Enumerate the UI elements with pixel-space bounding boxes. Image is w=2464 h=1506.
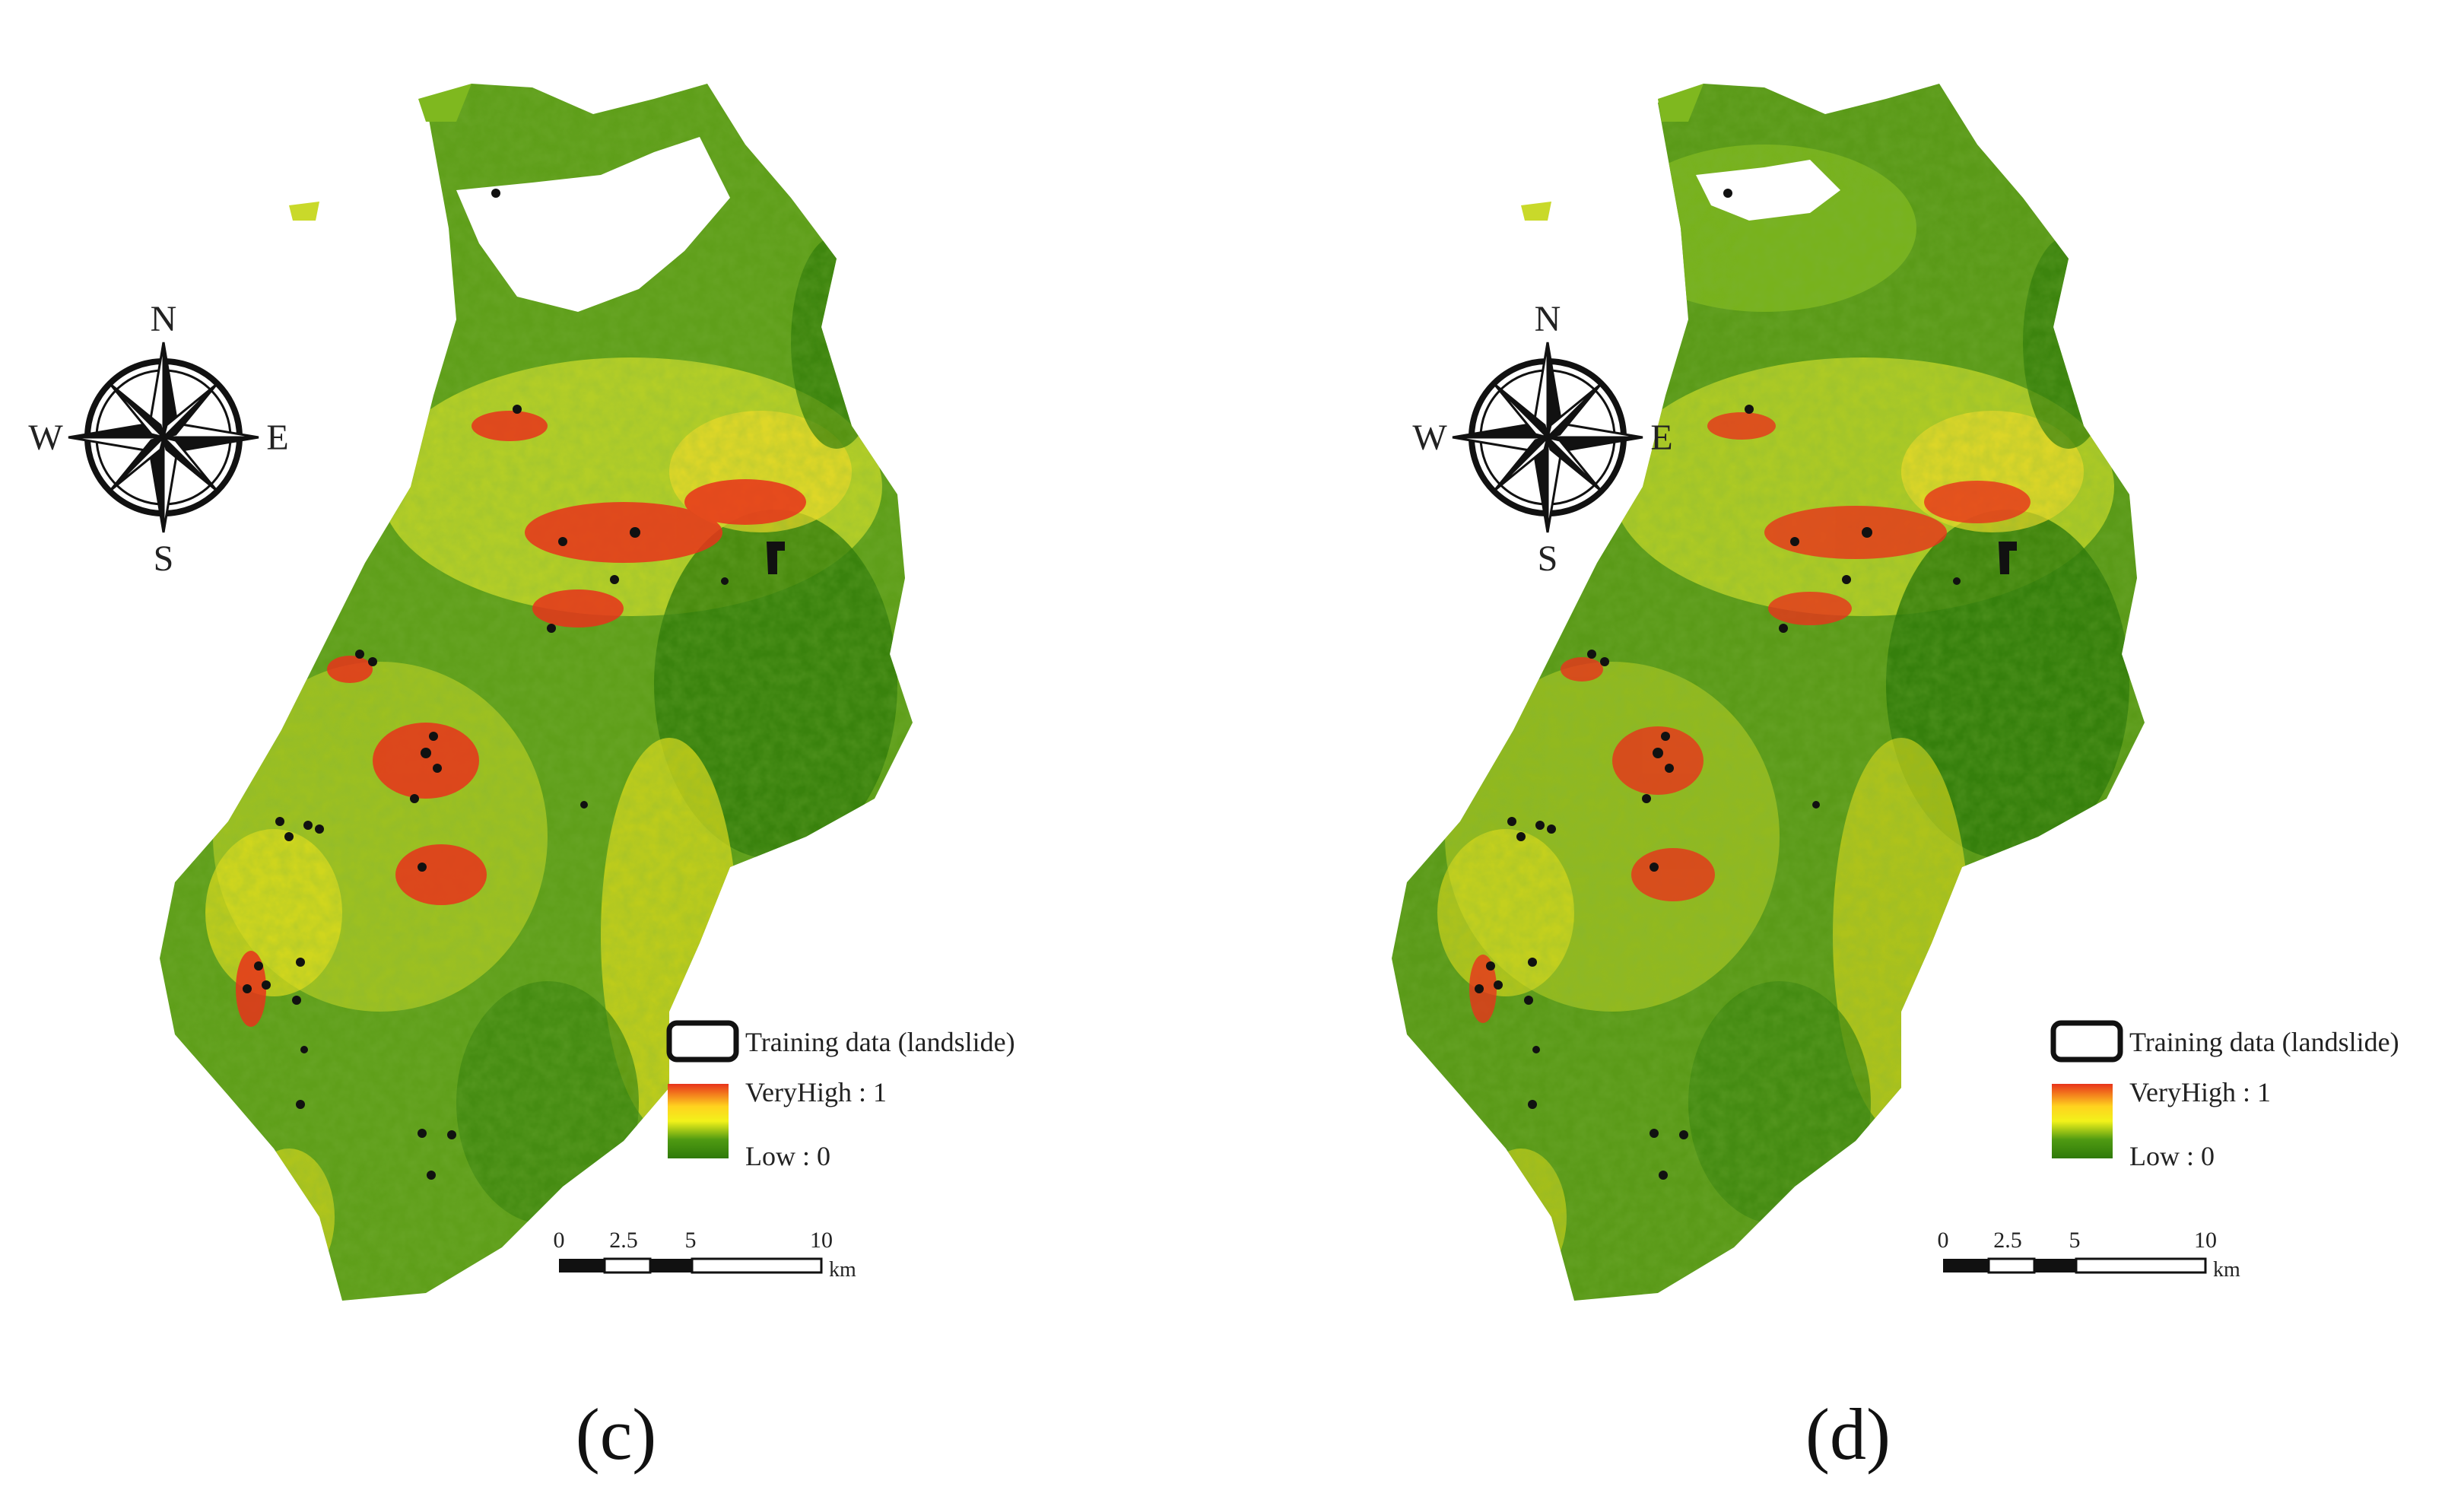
- compass-south-label: S: [1538, 539, 1558, 579]
- training-data-swatch: [666, 1020, 739, 1063]
- scale-tick-2-5: 2.5: [609, 1228, 638, 1253]
- susceptibility-map-c: N S E W Training data (landslide) VeryHi…: [28, 84, 1015, 1301]
- compass-west-label: W: [28, 418, 63, 458]
- legend-c: Training data (landslide) VeryHigh : 1 L…: [666, 1020, 1015, 1171]
- scale-unit: km: [829, 1258, 856, 1282]
- scale-tick-10: 10: [2194, 1228, 2217, 1253]
- scale-unit: km: [2213, 1258, 2240, 1282]
- no-data-area-d: [1696, 160, 1840, 221]
- legend-training-label: Training data (landslide): [745, 1027, 1015, 1057]
- legend-training-label: Training data (landslide): [2129, 1027, 2399, 1057]
- map-panel-c: N S E W Training data (landslide) VeryHi…: [28, 84, 1015, 1475]
- compass-rose-c: N S E W: [28, 299, 288, 579]
- legend-high-label: VeryHigh : 1: [2129, 1077, 2271, 1107]
- compass-west-label: W: [1412, 418, 1447, 458]
- scale-tick-2-5: 2.5: [1993, 1228, 2022, 1253]
- training-points-d: [1475, 189, 2017, 1180]
- susceptibility-color-ramp: [668, 1084, 729, 1158]
- training-data-swatch: [2050, 1020, 2123, 1063]
- compass-east-label: E: [266, 418, 288, 458]
- legend-high-label: VeryHigh : 1: [745, 1077, 887, 1107]
- compass-north-label: N: [1535, 299, 1561, 339]
- training-points-c: [243, 189, 785, 1180]
- panel-caption-d: (d): [1805, 1393, 1891, 1475]
- legend-low-label: Low : 0: [2129, 1141, 2215, 1171]
- map-panel-d: N S E W Training data (landslide) VeryHi…: [1232, 0, 2464, 1506]
- legend-low-label: Low : 0: [745, 1141, 830, 1171]
- scale-tick-5: 5: [685, 1228, 697, 1253]
- panel-caption-c: (c): [575, 1393, 657, 1475]
- no-data-area-c: [456, 137, 730, 312]
- compass-north-label: N: [151, 299, 177, 339]
- compass-south-label: S: [154, 539, 174, 579]
- scale-tick-5: 5: [2069, 1228, 2081, 1253]
- scale-tick-10: 10: [810, 1228, 833, 1253]
- scale-bar-d: 0 2.5 5 10 km: [1938, 1228, 2241, 1282]
- susceptibility-color-ramp: [2052, 1084, 2113, 1158]
- compass-east-label: E: [1650, 418, 1672, 458]
- susceptibility-map-d: N S E W Training data (landslide) VeryHi…: [1392, 84, 2399, 1301]
- compass-rose-d: N S E W: [1412, 299, 1672, 579]
- scale-bar-c: 0 2.5 5 10 km: [554, 1228, 857, 1282]
- scale-tick-0: 0: [554, 1228, 565, 1253]
- scale-tick-0: 0: [1938, 1228, 1949, 1253]
- legend-d: Training data (landslide) VeryHigh : 1 L…: [2050, 1020, 2399, 1171]
